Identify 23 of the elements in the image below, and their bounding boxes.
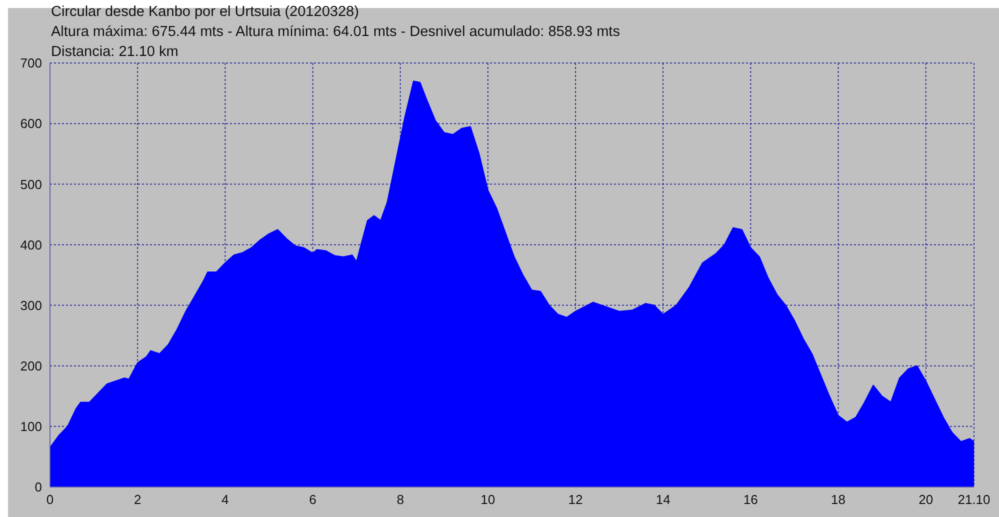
x-tick-label: 2 — [134, 492, 142, 508]
y-tick-label: 400 — [20, 237, 42, 252]
y-tick-label: 500 — [20, 176, 42, 192]
y-tick-label: 0 — [34, 480, 42, 495]
x-tick-label: 0 — [46, 492, 54, 508]
x-tick-label: 6 — [309, 492, 316, 508]
x-tick-label: 16 — [743, 492, 758, 508]
x-tick-label: 12 — [568, 492, 583, 508]
y-tick-label: 700 — [20, 56, 42, 71]
y-tick-label: 200 — [20, 358, 42, 374]
y-tick-label: 600 — [20, 116, 42, 132]
chart-subtitle: Altura máxima: 675.44 mts - Altura mínima: 64.01 mts - Desnivel acumulado: 858.93 mts — [51, 23, 620, 42]
x-tick-label: 10 — [480, 492, 496, 508]
y-tick-label: 100 — [20, 419, 42, 434]
x-tick-label: 4 — [222, 492, 229, 508]
x-tick-label: 14 — [656, 492, 670, 508]
text: Distancia: 21.10 km — [51, 43, 180, 62]
x-tick-label: 8 — [396, 492, 404, 508]
y-tick-label: 300 — [20, 298, 42, 313]
chart-title: Circular desde Kanbo por el Urtsuia (20120328) — [51, 3, 360, 22]
x-tick-label: 20 — [918, 492, 934, 508]
x-tick-label: 18 — [831, 492, 846, 508]
x-tick-label: 21.10 — [958, 492, 990, 508]
